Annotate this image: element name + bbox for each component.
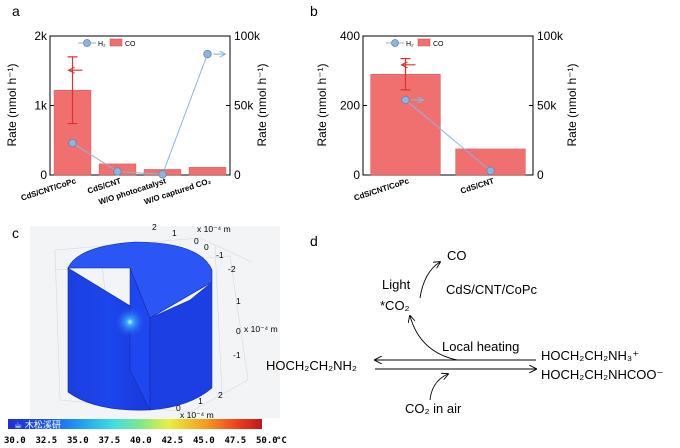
chart-a-legend: H₂ CO: [78, 38, 136, 48]
sim-tick-bottom-2: 0: [176, 403, 181, 413]
legend-co-swatch: [109, 38, 123, 47]
colorbar: [8, 419, 262, 429]
hotspot: [114, 306, 146, 338]
chart-b-arrow-left-axis: [400, 61, 416, 69]
chart-a-ytick-left-label-1: 1k: [34, 99, 48, 113]
scheme-mea: HOCH₂CH₂NH₂: [266, 358, 357, 373]
colorbar-label-8: 50.0: [256, 436, 278, 446]
arrow-heating-to-co2: [410, 316, 458, 361]
chart-b-line-h2: [405, 99, 491, 172]
sim-tick-bottom-1: 1: [198, 396, 203, 406]
legend-h2-marker: [83, 39, 91, 47]
colorbar-label-6: 45.0: [193, 436, 215, 446]
chart-a-point-h2-2: [158, 170, 167, 179]
cylinder-top-face: [67, 241, 213, 319]
chart-a-arrow-right-axis: [213, 50, 227, 58]
panel-letter-d: d: [310, 233, 318, 249]
sim-tick-top-left-1: 1: [172, 228, 177, 238]
scheme-co2-star: *CO₂: [380, 298, 410, 313]
sim-tick-side-2: -1: [233, 350, 241, 360]
arrow-co2-to-co: [419, 262, 440, 299]
chart-b-arrow-right-axis: [411, 96, 425, 104]
colorbar-label-4: 40.0: [130, 436, 152, 446]
chart-b-bar-co-0: [370, 73, 441, 176]
chart-b-xtick-label-0: CdS/CNT/CoPc: [353, 176, 411, 202]
sim-tick-side-1: 0: [236, 326, 241, 336]
chart-a-ytick-left-label-0: 0: [40, 168, 47, 182]
panel-letter-c: c: [12, 225, 19, 241]
sim-tick-top-right-0: 0: [204, 242, 209, 252]
scheme-light: Light: [382, 277, 411, 292]
sim-tick-top-left-2: 0: [194, 236, 199, 246]
chart-b-ytick-left-label-1: 200: [340, 99, 360, 113]
legend-h2-label: H₂: [406, 41, 414, 48]
sim-tick-side-0: 1: [236, 296, 241, 306]
panel-letter-a: a: [12, 3, 20, 19]
colorbar-label-1: 32.5: [36, 436, 58, 446]
colorbar-label-0: 30.0: [4, 436, 26, 446]
chart-a-ytick-right-label-0: 0: [234, 168, 241, 182]
chart-a-line-h2: [72, 53, 208, 175]
scheme-catalyst: CdS/CNT/CoPc: [446, 282, 538, 297]
chart-b-ytick-right-label-2: 100k: [537, 29, 564, 43]
chart-a-ylabel-right: Rate (nmol h⁻¹): [255, 63, 269, 146]
chart-b-ytick-right-label-1: 50k: [537, 99, 557, 113]
legend-co-label: CO: [125, 41, 136, 48]
chart-b-ytick-left-label-0: 0: [353, 168, 360, 182]
scheme-co2-air: CO₂ in air: [405, 401, 462, 416]
chart-b-xtick-label-1: CdS/CNT: [459, 176, 495, 195]
chart-a-point-h2-3: [203, 49, 212, 59]
chart-a-xtick-label-0: CdS/CNT/CoPc: [20, 176, 78, 202]
sim-tick-bottom-0: 2: [218, 390, 223, 400]
legend-h2-label: H₂: [98, 41, 106, 48]
chart-b-ytick-left-label-2: 400: [340, 29, 360, 43]
panel-letter-b: b: [310, 3, 318, 19]
reaction-scheme: CO Light *CO₂ CdS/CNT/CoPc Local heating…: [266, 248, 663, 416]
sim-unit-side: x 10⁻⁴ m: [244, 324, 278, 334]
chart-a-bar-co-3: [188, 167, 227, 176]
chart-a-ytick-right-label-2: 100k: [234, 29, 261, 43]
colorbar-label-2: 35.0: [67, 436, 89, 446]
legend-co-label: CO: [433, 41, 444, 48]
thermal-simulation: 2 1 0 x 10⁻⁴ m 0 -1 -2 1 0 -1 x 10⁻⁴ m 2…: [4, 222, 287, 446]
chart-a-ytick-right-label-1: 50k: [234, 99, 254, 113]
chart-a-point-h2-1: [113, 167, 122, 176]
chart-b-legend: H₂ CO: [386, 38, 444, 48]
chart-a-arrow-left-axis: [67, 66, 83, 74]
scheme-carbamate: HOCH₂CH₂NHCOO⁻: [541, 367, 663, 382]
sim-unit-bottom: x 10⁻⁴ m: [180, 410, 214, 420]
sim-unit-top: x 10⁻⁴ m: [197, 224, 231, 234]
arrow-co2-air-in: [429, 374, 448, 401]
legend-h2-marker: [391, 39, 399, 47]
chart-a-point-h2-0: [68, 138, 77, 148]
scheme-local-heating: Local heating: [442, 339, 519, 354]
cylinder-right-body: [149, 281, 213, 411]
chart-a-ylabel-left: Rate (nmol h⁻¹): [5, 63, 19, 146]
chart-a-ytick-left-label-2: 2k: [34, 29, 48, 43]
colorbar-label-7: 47.5: [225, 436, 247, 446]
sim-tick-top-left-0: 2: [152, 222, 157, 232]
sim-tick-top-right-2: -2: [228, 264, 236, 274]
scheme-co: CO: [447, 248, 467, 263]
chart-b-ylabel-right: Rate (nmol h⁻¹): [565, 63, 579, 146]
chart-b: 0 200 400 0 50k 100k CdS/CNT/CoPc CdS/CNT H₂ CO…: [315, 29, 579, 203]
chart-b-point-h2-0: [401, 95, 410, 105]
sim-tick-top-right-1: -1: [216, 250, 224, 260]
scheme-ammonium: HOCH₂CH₂NH₃⁺: [541, 348, 639, 363]
colorbar-unit: °C: [276, 436, 287, 446]
chart-b-point-h2-1: [486, 166, 495, 176]
colorbar-label-5: 42.5: [162, 436, 184, 446]
legend-co-swatch: [417, 38, 431, 47]
chart-b-ylabel-left: Rate (nmol h⁻¹): [315, 63, 329, 146]
watermark: ☕ 木松溪研: [14, 419, 61, 431]
chart-b-ytick-right-label-0: 0: [537, 168, 544, 182]
colorbar-label-3: 37.5: [99, 436, 121, 446]
